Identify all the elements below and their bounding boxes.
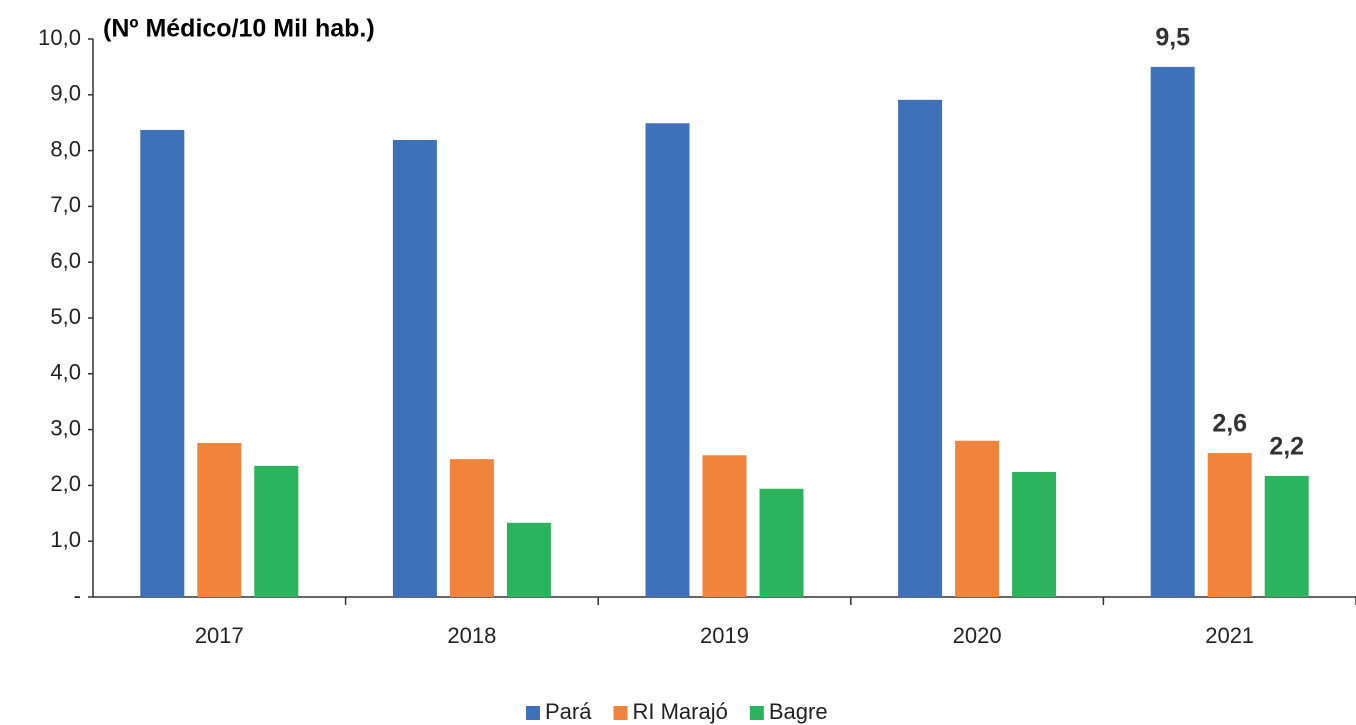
y-tick-label: 9,0	[50, 81, 81, 106]
bar	[702, 455, 747, 597]
x-tick-label: 2018	[447, 623, 496, 648]
x-tick-label: 2020	[953, 623, 1002, 648]
data-label: 9,5	[1155, 24, 1190, 52]
legend-swatch	[613, 706, 628, 720]
x-tick-label: 2021	[1205, 623, 1254, 648]
bar	[449, 459, 494, 597]
y-tick-label: 3,0	[50, 415, 81, 440]
data-label: 2,2	[1269, 433, 1304, 461]
y-tick-label: 1,0	[50, 527, 81, 552]
bar	[645, 123, 690, 598]
y-tick-label: 7,0	[50, 192, 81, 217]
bar	[1207, 453, 1252, 597]
legend-label: Pará	[545, 699, 592, 724]
bar	[197, 442, 242, 597]
y-tick-label: -	[74, 583, 81, 608]
bar	[898, 99, 943, 598]
y-tick-label: 6,0	[50, 248, 81, 273]
bar	[140, 129, 185, 598]
y-tick-label: 2,0	[50, 471, 81, 496]
y-tick-label: 8,0	[50, 136, 81, 161]
legend-label: Bagre	[769, 699, 828, 724]
chart-title: (Nº Médico/10 Mil hab.)	[103, 15, 375, 43]
bar	[1012, 472, 1057, 597]
bar	[392, 139, 437, 598]
data-label: 2,6	[1212, 410, 1247, 438]
bar	[1150, 66, 1195, 597]
x-tick-label: 2017	[195, 623, 244, 648]
y-tick-label: 5,0	[50, 304, 81, 329]
bar	[254, 465, 299, 597]
bar	[955, 440, 1000, 597]
x-tick-label: 2019	[700, 623, 749, 648]
legend-swatch	[526, 706, 540, 720]
y-tick-label: 4,0	[50, 360, 81, 385]
legend-label: RI Marajó	[632, 699, 727, 724]
bar	[1264, 475, 1309, 597]
legend-swatch	[749, 706, 764, 720]
bar	[759, 488, 804, 597]
y-tick-label: 10,0	[38, 25, 81, 50]
bar	[506, 522, 551, 597]
